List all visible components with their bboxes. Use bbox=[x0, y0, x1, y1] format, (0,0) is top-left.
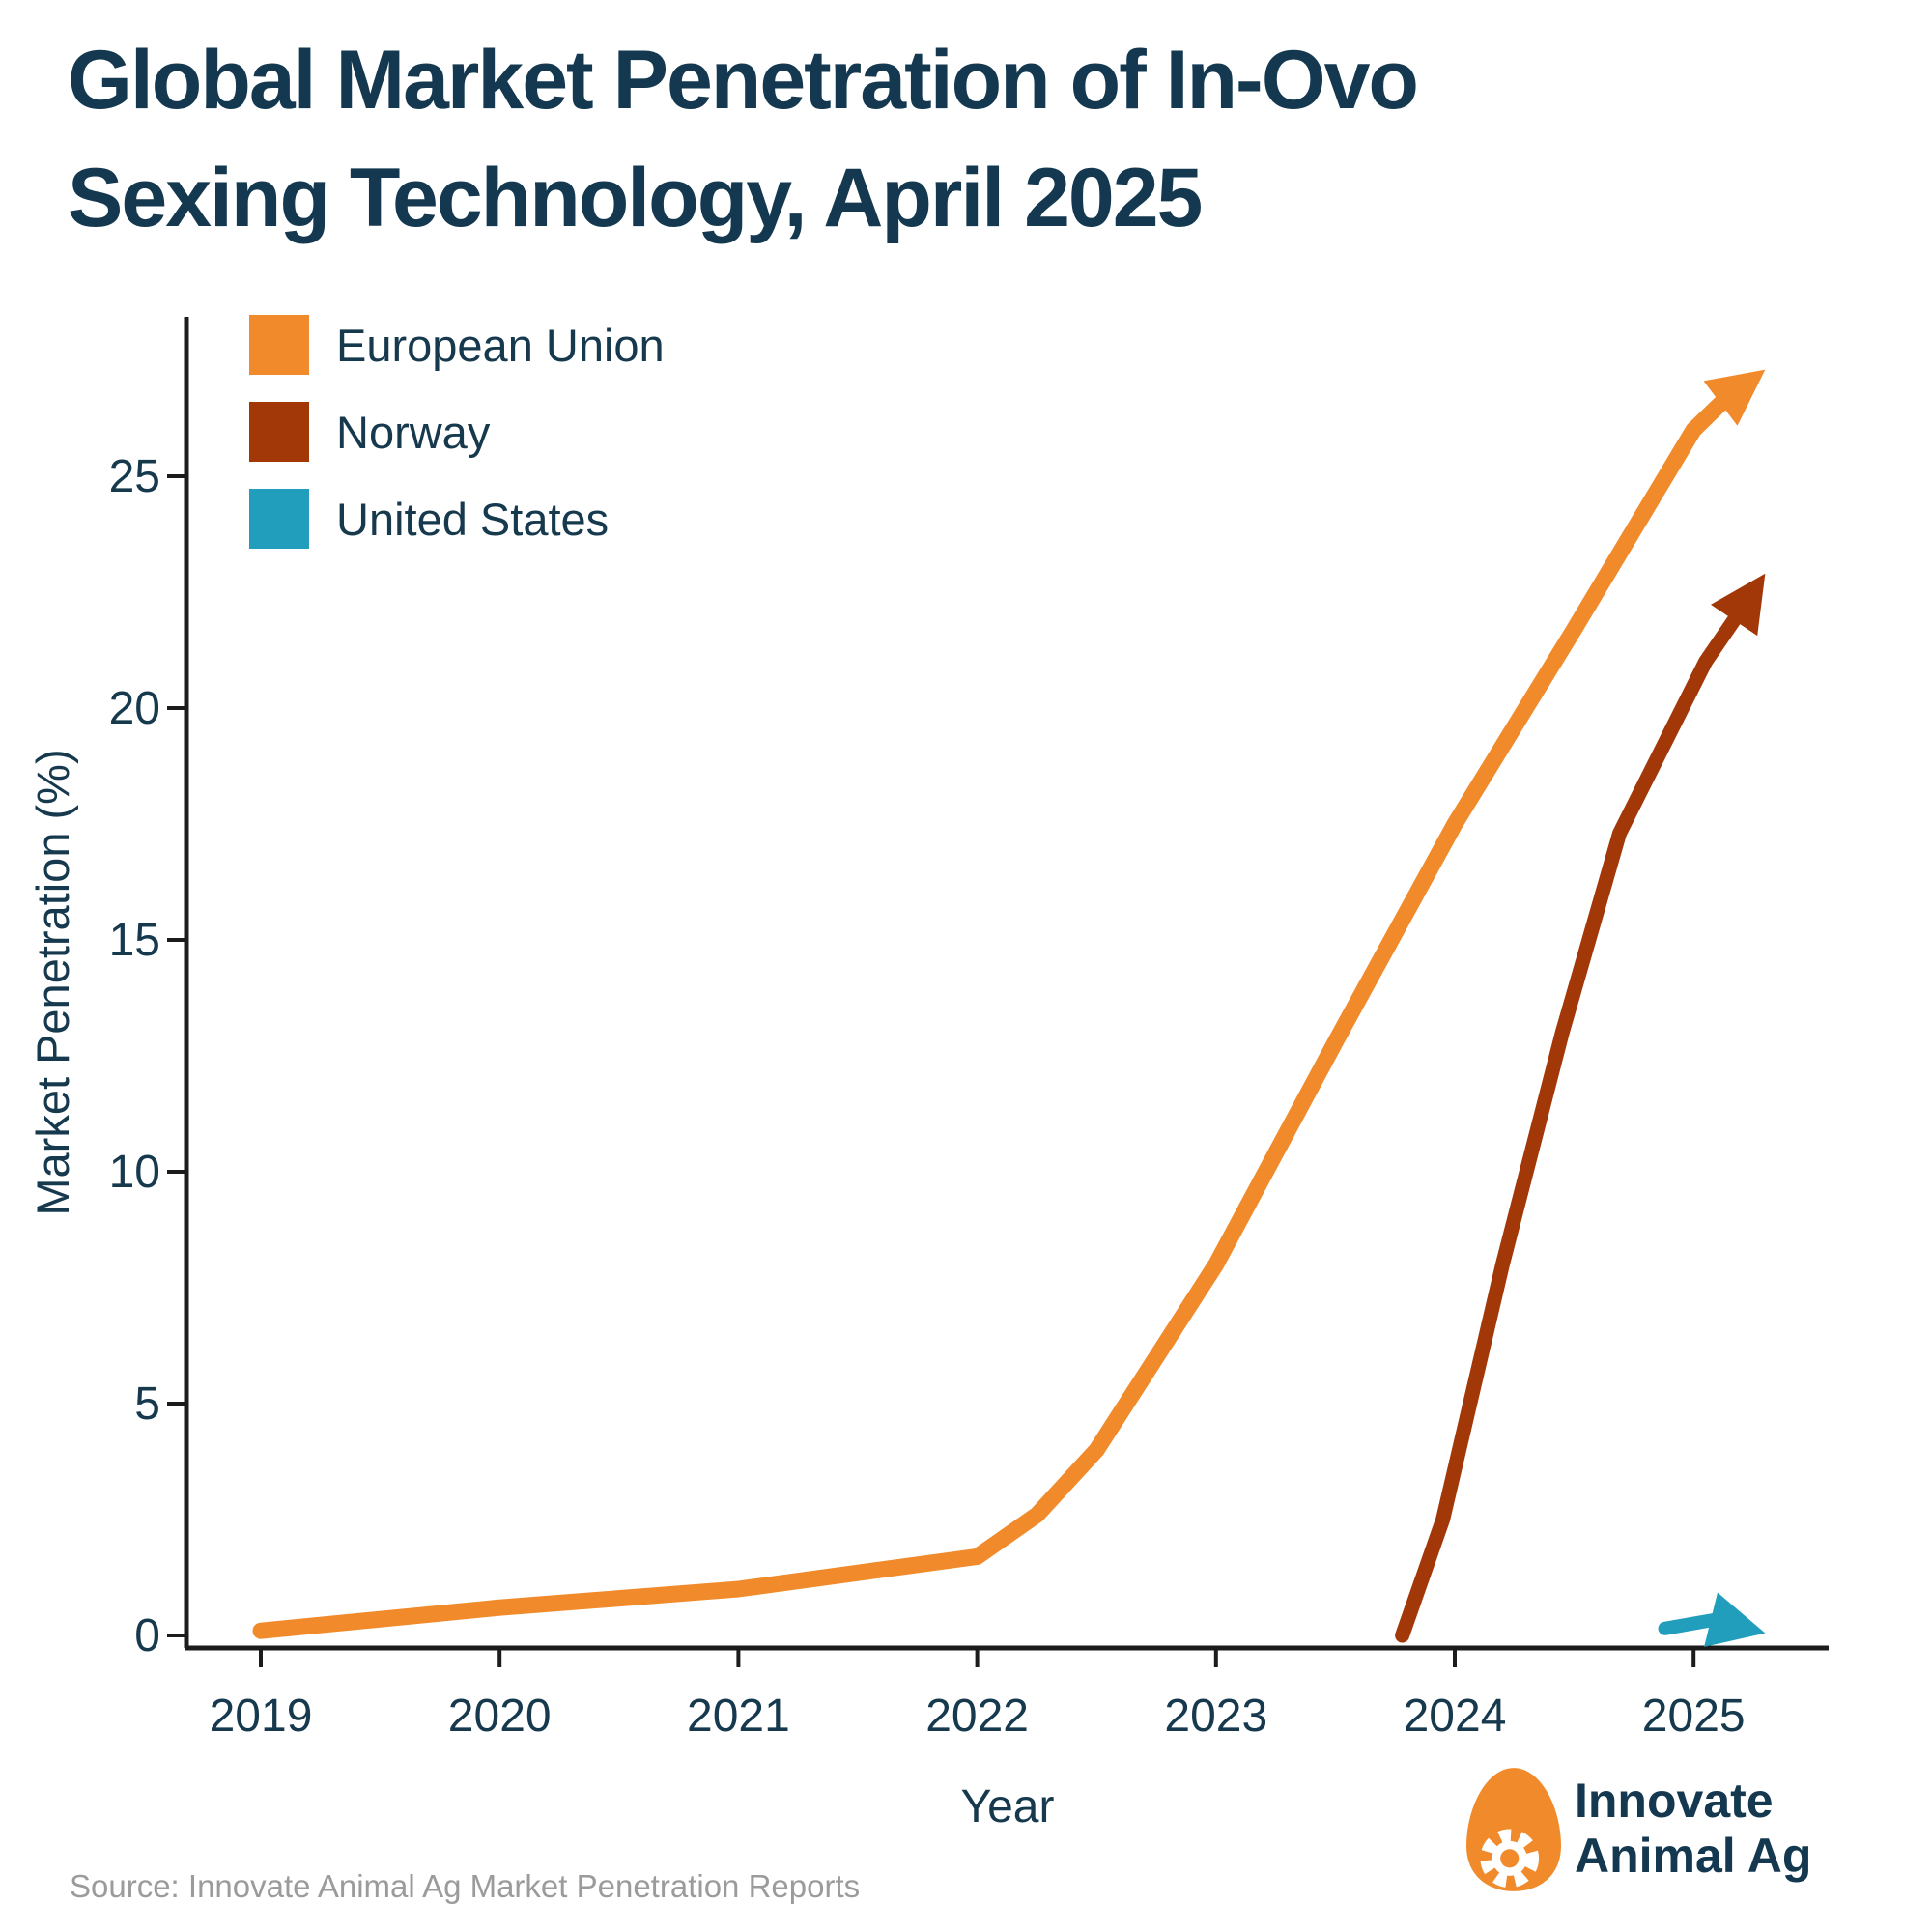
legend-item-united-states: United States bbox=[249, 489, 609, 549]
x-tick-label: 2025 bbox=[1642, 1690, 1746, 1742]
egg-gear-icon bbox=[1466, 1768, 1561, 1891]
series-line-norway bbox=[1395, 612, 1742, 1643]
y-tick-label: 0 bbox=[134, 1610, 160, 1662]
legend-label-norway: Norway bbox=[336, 406, 491, 458]
brand-logo: Innovate Animal Ag bbox=[1461, 1766, 1915, 1901]
legend-label-united-states: United States bbox=[336, 493, 610, 545]
legend-swatch-norway bbox=[249, 402, 309, 462]
legend-swatch-united-states bbox=[249, 489, 309, 549]
x-tick-label: 2023 bbox=[1164, 1690, 1267, 1742]
arrowhead-european-union bbox=[1703, 369, 1766, 426]
series-line-united-states bbox=[1658, 1613, 1719, 1635]
y-tick-label: 20 bbox=[109, 683, 160, 734]
x-tick-label: 2024 bbox=[1404, 1690, 1507, 1742]
y-tick-label: 25 bbox=[109, 451, 160, 502]
y-axis-title: Market Penetration (%) bbox=[27, 749, 78, 1216]
legend-item-norway: Norway bbox=[249, 402, 490, 462]
page-title-line1: Global Market Penetration of In-Ovo bbox=[68, 34, 1419, 127]
y-tick-label: 15 bbox=[109, 915, 160, 966]
x-tick-label: 2020 bbox=[448, 1690, 552, 1742]
legend-label-european-union: European Union bbox=[336, 319, 665, 371]
x-tick-label: 2022 bbox=[925, 1690, 1029, 1742]
arrowhead-united-states bbox=[1704, 1592, 1766, 1647]
page-title-line2: Sexing Technology, April 2025 bbox=[68, 152, 1203, 245]
source-note: Source: Innovate Animal Ag Market Penetr… bbox=[70, 1868, 861, 1904]
legend-swatch-european-union bbox=[249, 315, 309, 375]
y-tick-label: 10 bbox=[109, 1147, 160, 1198]
arrowhead-norway bbox=[1710, 573, 1766, 637]
y-tick-label: 5 bbox=[134, 1378, 160, 1430]
page-title: Global Market Penetration of In-Ovo Sexin… bbox=[68, 21, 1613, 257]
series-line-european-union bbox=[252, 393, 1731, 1639]
x-tick-label: 2021 bbox=[687, 1690, 790, 1742]
x-axis-title: Year bbox=[960, 1781, 1055, 1833]
gear-icon bbox=[1480, 1829, 1540, 1889]
brand-name: Innovate Animal Ag bbox=[1575, 1774, 1811, 1883]
x-tick-label: 2019 bbox=[210, 1690, 313, 1742]
brand-name-line1: Innovate bbox=[1575, 1774, 1774, 1828]
brand-name-line2: Animal Ag bbox=[1575, 1828, 1812, 1883]
legend-item-european-union: European Union bbox=[249, 315, 665, 375]
